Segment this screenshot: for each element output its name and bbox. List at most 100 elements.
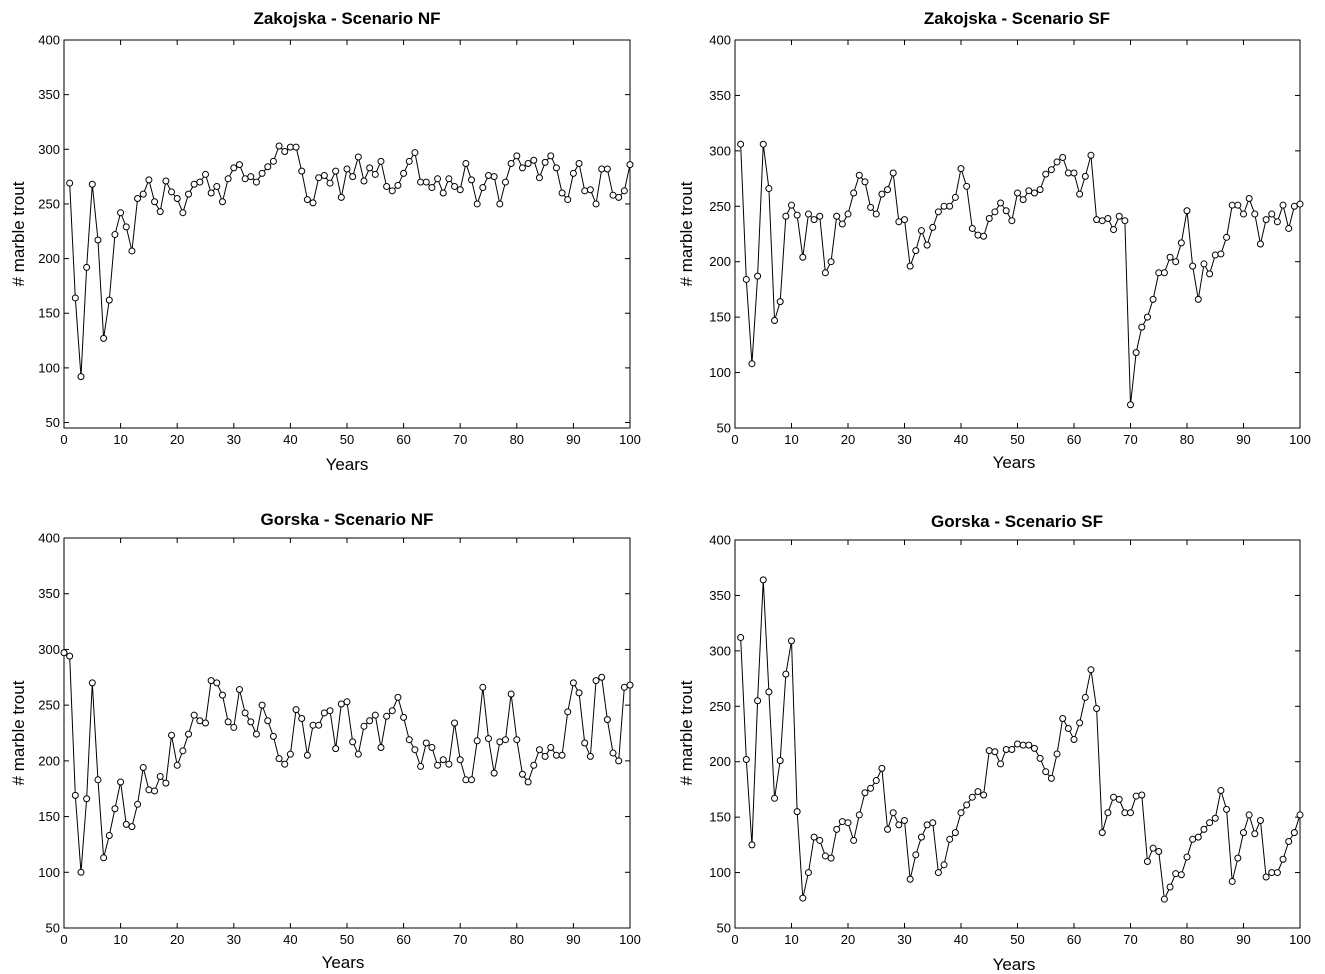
x-tick-label: 90 (1236, 432, 1250, 447)
data-point (275, 142, 283, 150)
data-point (213, 679, 221, 687)
y-tick-label: 200 (709, 254, 731, 269)
data-point (1262, 873, 1270, 881)
data-point (895, 821, 903, 829)
data-point (1042, 170, 1050, 178)
data-point (337, 193, 345, 201)
x-tick-label: 60 (1067, 432, 1081, 447)
x-tick-label: 70 (453, 432, 467, 447)
data-point (788, 201, 795, 209)
data-point (1059, 714, 1067, 722)
data-point (332, 745, 340, 753)
chart-gorska-nf: Gorska - Scenario NF Years # marble trou… (9, 510, 641, 972)
data-point (810, 216, 818, 224)
data-point (230, 164, 238, 172)
data-point (901, 816, 908, 824)
data-point (535, 746, 543, 754)
data-point (1104, 214, 1112, 222)
data-point (122, 820, 130, 828)
data-point (111, 805, 119, 813)
data-point (445, 760, 453, 768)
chart-zakojska-sf: Zakojska - Scenario SF Years # marble tr… (677, 9, 1311, 472)
data-point (985, 747, 993, 755)
data-point (564, 196, 572, 204)
data-point (1036, 754, 1044, 762)
data-point (901, 216, 908, 224)
data-point (1008, 217, 1016, 225)
data-point (991, 748, 999, 756)
x-tick-label: 10 (113, 932, 127, 947)
x-tick-label: 100 (1289, 432, 1311, 447)
data-point (1070, 169, 1078, 177)
data-point (1064, 724, 1072, 732)
data-point (1014, 740, 1021, 748)
data-point (934, 869, 942, 877)
y-tick-label: 50 (46, 921, 60, 936)
data-point (776, 757, 784, 765)
data-point (855, 171, 863, 179)
data-point (428, 184, 436, 192)
data-point (354, 750, 362, 758)
data-point (162, 779, 170, 787)
series-line (740, 579, 1301, 901)
x-axis-label: Years (322, 953, 365, 972)
data-point (343, 165, 351, 173)
data-point (434, 761, 442, 769)
data-point (1211, 814, 1219, 822)
data-point (524, 778, 532, 786)
data-point (850, 189, 858, 197)
data-point (821, 269, 829, 277)
y-tick-label: 350 (709, 88, 731, 103)
y-tick-label: 100 (38, 360, 60, 375)
data-point (844, 210, 852, 218)
data-point (417, 178, 425, 186)
data-point (292, 706, 300, 714)
data-point (1143, 313, 1151, 321)
chart-title: Gorska - Scenario SF (931, 512, 1103, 531)
x-tick-label: 60 (396, 432, 410, 447)
data-point (439, 756, 447, 764)
data-point (456, 186, 464, 194)
data-point (1138, 323, 1146, 331)
plot-frame (63, 39, 631, 429)
data-point (799, 894, 807, 902)
data-point (530, 761, 538, 769)
data-point (1070, 736, 1078, 744)
data-point (134, 800, 142, 808)
data-point (128, 823, 136, 831)
x-axis-label: Years (326, 455, 369, 474)
data-point (963, 182, 971, 190)
data-point (963, 801, 971, 809)
data-point (1036, 186, 1044, 194)
data-point (615, 757, 623, 765)
data-point (923, 821, 931, 829)
data-point (445, 175, 453, 183)
data-point (190, 711, 198, 719)
data-point (1177, 239, 1185, 247)
data-point (71, 294, 79, 302)
x-tick-label: 0 (731, 432, 738, 447)
x-tick-label: 20 (841, 432, 855, 447)
data-point (513, 736, 521, 744)
x-tick-label: 50 (340, 932, 354, 947)
data-point (1189, 262, 1197, 270)
data-point (804, 869, 812, 877)
y-tick-label: 50 (717, 421, 731, 436)
data-point (496, 200, 504, 208)
x-axis-label: Years (993, 955, 1036, 974)
data-point (128, 247, 136, 255)
data-point (997, 760, 1005, 768)
data-point (326, 179, 334, 187)
data-point (303, 751, 311, 759)
data-point (388, 707, 396, 715)
data-point (951, 193, 959, 201)
data-point (991, 208, 999, 216)
data-point (530, 156, 538, 164)
data-point (1132, 792, 1140, 800)
data-point (1121, 809, 1129, 817)
data-point (1160, 269, 1168, 277)
data-point (105, 296, 113, 304)
data-point (598, 165, 606, 173)
data-point (878, 190, 886, 198)
data-point (951, 829, 959, 837)
